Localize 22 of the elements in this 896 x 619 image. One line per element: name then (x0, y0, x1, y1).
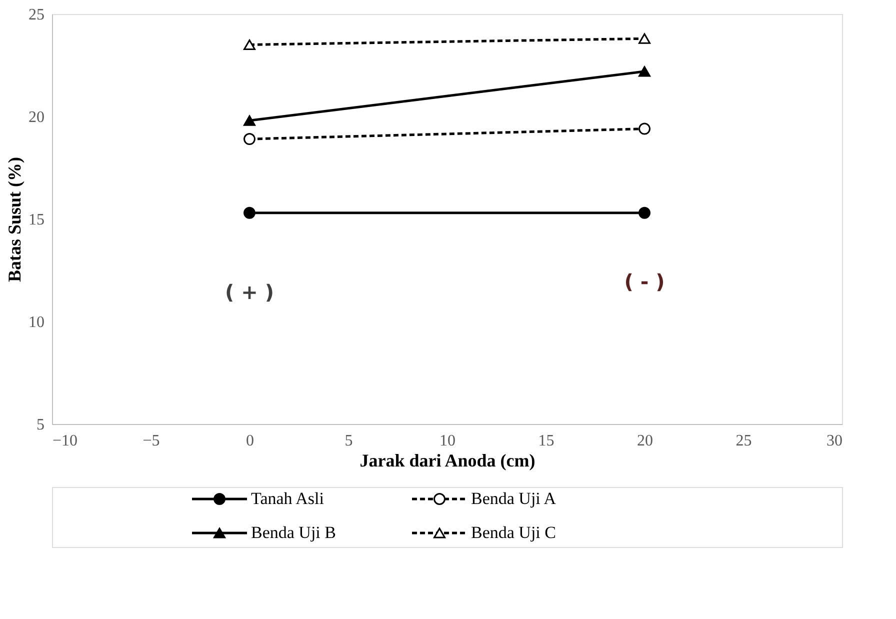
y-tick-label: 10 (28, 314, 44, 331)
x-axis-title: Jarak dari Anoda (cm) (360, 450, 536, 470)
x-tick-label: 30 (826, 432, 842, 450)
x-tick-label: 10 (440, 432, 456, 450)
y-tick-label: 15 (28, 212, 44, 228)
y-tick-label: 5 (36, 416, 44, 434)
x-tick-label: −10 (52, 432, 78, 450)
legend-label: Benda Uji C (471, 523, 556, 542)
legend-label: Benda Uji A (471, 489, 557, 508)
y-tick-label: 25 (28, 6, 44, 24)
y-axis-title: Batas Susut (%) (4, 156, 24, 282)
x-tick-label: 0 (246, 432, 254, 450)
x-tick-label: −5 (142, 432, 160, 450)
x-tick-label: 15 (538, 432, 554, 450)
y-tick-label: 20 (28, 109, 44, 126)
annotation: ( + ) (225, 280, 274, 304)
x-tick-label: 25 (736, 432, 752, 450)
x-tick-label: 5 (344, 432, 353, 450)
annotation: ( - ) (624, 270, 665, 294)
x-tick-label: 20 (637, 432, 653, 450)
legend-label: Benda Uji B (251, 523, 336, 542)
legend-label: Tanah Asli (251, 489, 324, 508)
